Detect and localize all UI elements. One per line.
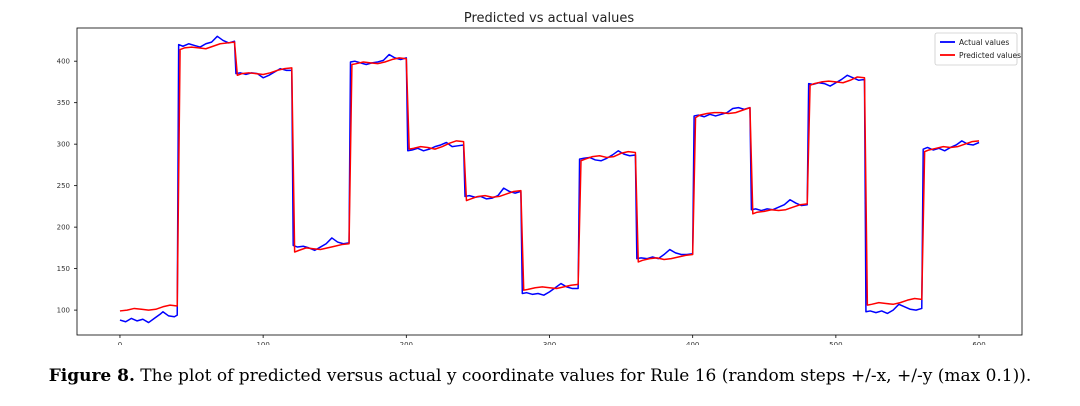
x-tick-label: 200 — [400, 341, 413, 345]
series-layer — [119, 35, 980, 324]
x-tick-label: 300 — [543, 341, 556, 345]
y-tick-label: 300 — [57, 141, 70, 149]
chart-title: Predicted vs actual values — [464, 11, 634, 26]
chart: Predicted vs actual values 0 100 200 300 400… — [57, 11, 1023, 345]
legend-label-actual: Actual values — [959, 38, 1009, 47]
y-tick-label: 400 — [57, 58, 70, 66]
figure-caption: Figure 8. The plot of predicted versus a… — [0, 366, 1080, 386]
y-tick-label: 100 — [57, 307, 70, 315]
caption-text: The plot of predicted versus actual y co… — [134, 366, 1032, 386]
x-tick-label: 600 — [972, 341, 985, 345]
y-tick-label: 150 — [57, 265, 70, 273]
x-tick-label: 100 — [256, 341, 269, 345]
x-tick-label: 0 — [118, 341, 122, 345]
x-tick-label: 500 — [829, 341, 842, 345]
series-line-predicted — [119, 41, 980, 312]
series-line-actual — [119, 35, 980, 324]
legend: Actual values Predicted values — [934, 32, 1021, 66]
legend-label-predicted: Predicted values — [959, 51, 1021, 60]
y-tick-label: 350 — [57, 99, 70, 107]
x-tick-label: 400 — [686, 341, 699, 345]
plot-area — [76, 27, 1023, 336]
x-axis: 0 100 200 300 400 500 600 — [118, 335, 986, 345]
caption-label: Figure 8. — [48, 366, 135, 386]
y-axis: 100 150 200 250 300 350 400 — [57, 58, 77, 315]
legend-frame — [934, 32, 1018, 66]
y-tick-label: 250 — [57, 182, 70, 190]
y-tick-label: 200 — [57, 224, 70, 232]
